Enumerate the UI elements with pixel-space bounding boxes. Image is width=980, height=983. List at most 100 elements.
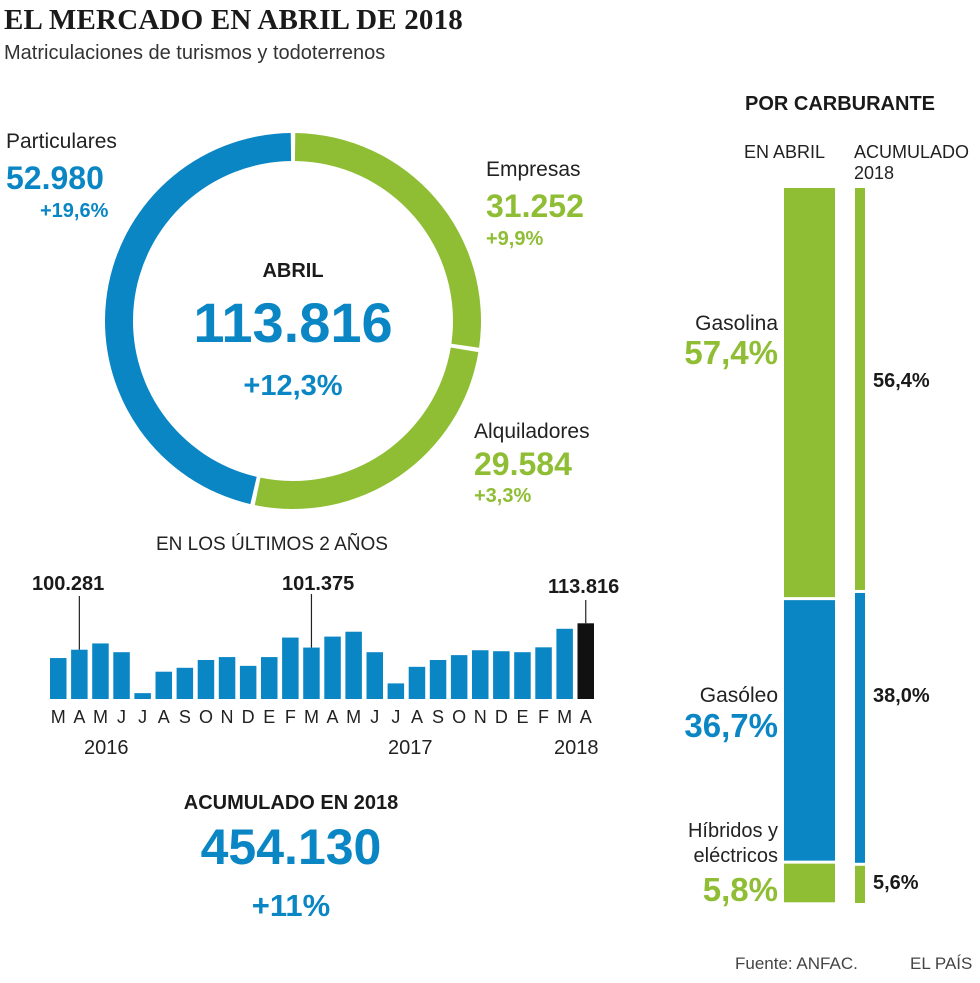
fuel-col-april: EN ABRIL — [744, 142, 826, 162]
source-text: Fuente: ANFAC. — [735, 954, 858, 973]
empresas-value: 31.252 — [486, 188, 584, 224]
history-label-mid: 101.375 — [282, 573, 355, 595]
donut-segment-alquiladores — [254, 347, 479, 509]
particulares-change: +19,6% — [40, 200, 109, 222]
history-bar — [387, 683, 405, 699]
hibridos-april-value: 5,8% — [702, 871, 778, 908]
history-bar — [176, 667, 194, 699]
history-month-label: S — [179, 707, 191, 727]
cumulative-change: +11% — [251, 888, 331, 923]
empresas-change: +9,9% — [486, 228, 544, 250]
donut-segment-empresas — [294, 133, 482, 348]
history-title: EN LOS ÚLTIMOS 2 AÑOS — [156, 534, 388, 555]
donut-segment-particulares — [105, 133, 292, 505]
history-month-label: A — [411, 707, 423, 727]
history-month-label: A — [158, 707, 170, 727]
history-month-label: N — [221, 707, 234, 727]
year-2018-label: 2018 — [554, 737, 599, 759]
hibridos-label-line1: Híbridos y — [687, 820, 778, 842]
history-month-label: J — [138, 707, 147, 727]
page-subtitle: Matriculaciones de turismos y todoterren… — [4, 42, 386, 64]
fuel-col-cumulative-year: 2018 — [854, 163, 895, 183]
history-bar — [472, 650, 489, 699]
gasolina-cum-value: 56,4% — [873, 370, 930, 392]
history-bar — [535, 647, 552, 699]
history-month-label: O — [199, 707, 213, 727]
history-month-label: M — [346, 707, 361, 727]
history-bar — [345, 631, 362, 699]
history-month-label: E — [263, 707, 275, 727]
alquiladores-change: +3,3% — [474, 485, 532, 507]
cumulative-title: ACUMULADO EN 2018 — [183, 792, 399, 814]
history-month-label: F — [538, 707, 549, 727]
gasolina-label: Gasolina — [695, 312, 778, 335]
donut-center-value: 113.816 — [193, 291, 393, 354]
page-title: EL MERCADO EN ABRIL DE 2018 — [4, 4, 464, 36]
alquiladores-value: 29.584 — [474, 446, 572, 482]
year-2017-label: 2017 — [388, 737, 433, 759]
history-bar — [50, 658, 67, 699]
history-bar — [218, 657, 236, 699]
gasoleo-april-value: 36,7% — [684, 707, 778, 744]
history-bar — [429, 660, 447, 699]
donut-center-change: +12,3% — [243, 370, 343, 402]
history-bar — [239, 665, 257, 699]
history-month-label: D — [242, 707, 255, 727]
history-month-label: M — [93, 707, 108, 727]
fuel-segment-cumulative-2 — [855, 865, 865, 903]
gasolina-april-value: 57,4% — [684, 334, 778, 371]
history-month-label: M — [304, 707, 319, 727]
fuel-segment-april-1 — [784, 600, 835, 861]
history-month-label: D — [495, 707, 508, 727]
particulares-value: 52.980 — [6, 160, 104, 196]
history-bar — [197, 660, 215, 699]
year-2016-label: 2016 — [84, 737, 129, 759]
fuel-segment-april-0 — [784, 188, 835, 598]
history-month-label: O — [452, 707, 466, 727]
history-month-label: A — [73, 707, 85, 727]
gasoleo-cum-value: 38,0% — [873, 685, 930, 707]
brand-text: EL PAÍS — [910, 954, 973, 973]
history-bar — [514, 652, 531, 699]
history-bar — [261, 657, 278, 699]
history-month-label: M — [557, 707, 572, 727]
history-bar — [366, 652, 383, 699]
fuel-title: POR CARBURANTE — [745, 93, 935, 115]
history-month-label: J — [117, 707, 126, 727]
cumulative-value: 454.130 — [200, 819, 382, 875]
history-bar — [155, 671, 172, 699]
history-month-label: S — [432, 707, 444, 727]
history-bar — [282, 637, 299, 699]
history-bar — [408, 666, 426, 699]
fuel-segment-cumulative-1 — [855, 592, 865, 863]
particulares-label: Particulares — [6, 130, 117, 153]
history-month-label: M — [51, 707, 66, 727]
history-label-first: 100.281 — [32, 573, 105, 595]
fuel-segment-april-2 — [784, 863, 835, 903]
empresas-label: Empresas — [486, 158, 581, 181]
history-bar — [71, 649, 88, 699]
history-bar — [303, 647, 320, 699]
history-bar — [493, 651, 510, 699]
hibridos-cum-value: 5,6% — [873, 872, 919, 894]
hibridos-label-line2: eléctricos — [693, 845, 778, 867]
history-month-label: A — [327, 707, 339, 727]
history-bar — [113, 652, 130, 699]
history-month-label: N — [474, 707, 487, 727]
history-bar — [556, 628, 573, 699]
alquiladores-label: Alquiladores — [474, 420, 590, 443]
history-bar — [134, 693, 151, 699]
history-bar — [324, 636, 341, 699]
history-bar — [577, 623, 594, 699]
donut-center-label: ABRIL — [262, 260, 324, 282]
fuel-col-cumulative: ACUMULADO — [854, 142, 970, 162]
gasoleo-label: Gasóleo — [699, 684, 778, 707]
history-month-label: J — [391, 707, 400, 727]
history-month-label: E — [516, 707, 528, 727]
history-month-label: J — [370, 707, 379, 727]
history-label-last: 113.816 — [548, 576, 620, 598]
history-month-label: F — [285, 707, 296, 727]
